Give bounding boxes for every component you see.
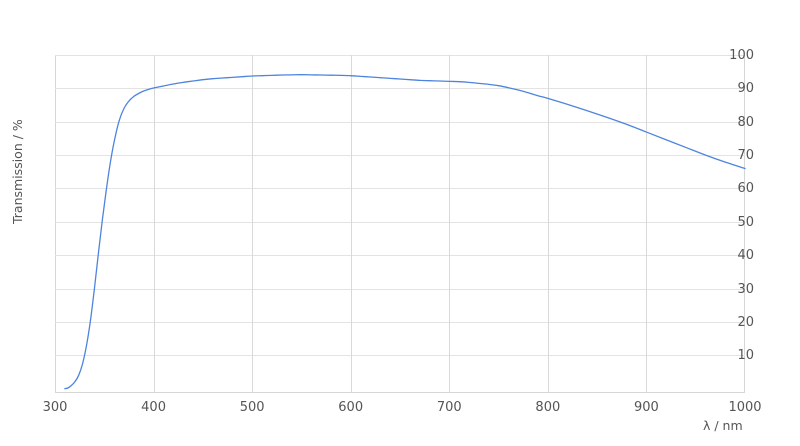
x-axis-title: λ / nm [703, 418, 743, 433]
gridline-x-500 [252, 55, 253, 393]
y-tick-30: 30 [737, 281, 754, 297]
x-tick-800: 800 [535, 400, 561, 415]
x-tick-1000: 1000 [728, 400, 762, 415]
gridline-x-900 [646, 55, 647, 393]
y-axis-title: Transmission / % [10, 119, 25, 224]
y-tick-100: 100 [729, 48, 754, 63]
x-tick-600: 600 [338, 400, 364, 415]
y-tick-40: 40 [737, 248, 754, 264]
gridline-y-90 [55, 88, 745, 89]
gridline-x-800 [548, 55, 549, 393]
x-tick-300: 300 [42, 400, 68, 415]
x-tick-500: 500 [239, 400, 265, 415]
gridline-x-700 [449, 55, 450, 393]
transmission-curve [64, 74, 746, 390]
gridline-y-20 [55, 322, 745, 323]
y-tick-60: 60 [737, 181, 754, 197]
x-tick-900: 900 [634, 400, 659, 415]
y-tick-80: 80 [737, 114, 754, 130]
gridline-y-30 [55, 289, 745, 290]
y-tick-20: 20 [737, 314, 754, 330]
gridline-y-80 [55, 122, 745, 123]
gridline-x-400 [154, 55, 155, 393]
gridline-y-60 [55, 188, 745, 189]
gridline-y-50 [55, 222, 745, 223]
y-tick-70: 70 [737, 148, 754, 164]
gridline-y-10 [55, 355, 745, 356]
gridline-x-600 [351, 55, 352, 393]
series-line-transmission [64, 74, 746, 390]
gridline-y-70 [55, 155, 745, 156]
y-tick-50: 50 [737, 214, 754, 230]
y-tick-90: 90 [737, 81, 754, 97]
gridline-y-40 [55, 255, 745, 256]
x-tick-400: 400 [141, 400, 166, 415]
y-tick-10: 10 [737, 348, 754, 364]
gridline-y-100 [55, 55, 745, 56]
x-tick-700: 700 [436, 400, 462, 415]
plot-area [55, 55, 746, 393]
